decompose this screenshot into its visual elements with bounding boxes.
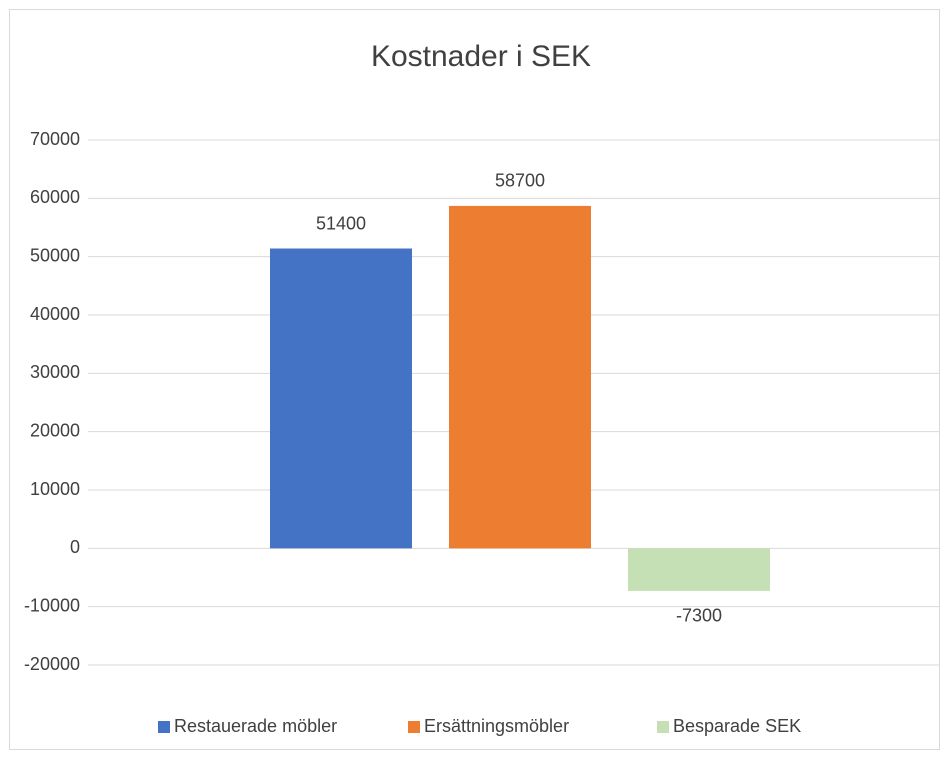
legend-swatch <box>408 721 420 733</box>
data-label: 58700 <box>495 171 545 191</box>
y-tick-label: 30000 <box>30 362 80 382</box>
bar <box>628 548 770 591</box>
legend-swatch <box>158 721 170 733</box>
y-tick-label: 40000 <box>30 304 80 324</box>
bar <box>270 248 412 549</box>
y-tick-label: -10000 <box>24 595 80 615</box>
data-label: 51400 <box>316 213 366 233</box>
legend-label: Ersättningsmöbler <box>424 716 569 736</box>
legend-label: Besparade SEK <box>673 716 801 736</box>
y-tick-label: 20000 <box>30 420 80 440</box>
legend-swatch <box>657 721 669 733</box>
y-tick-label: 0 <box>70 537 80 557</box>
legend-label: Restauerade möbler <box>174 716 337 736</box>
y-tick-label: 10000 <box>30 479 80 499</box>
chart-title: Kostnader i SEK <box>371 40 591 73</box>
data-label: -7300 <box>676 606 722 626</box>
y-tick-label: 70000 <box>30 129 80 149</box>
y-tick-label: 60000 <box>30 187 80 207</box>
y-tick-label: -20000 <box>24 654 80 674</box>
bar <box>449 205 591 549</box>
y-tick-label: 50000 <box>30 245 80 265</box>
